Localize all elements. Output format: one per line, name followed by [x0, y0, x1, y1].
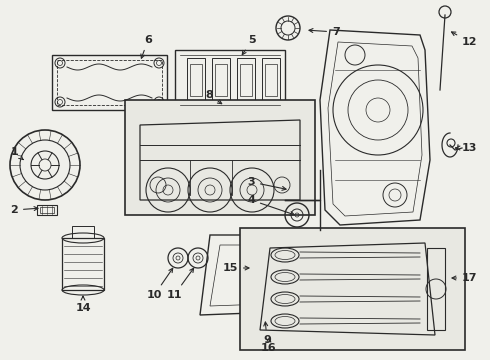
Bar — [40, 207, 54, 213]
Text: 2: 2 — [10, 205, 38, 215]
Bar — [237, 58, 255, 102]
Text: 12: 12 — [451, 32, 477, 47]
Text: 4: 4 — [247, 195, 294, 215]
Text: 3: 3 — [247, 177, 286, 190]
Text: 14: 14 — [75, 296, 91, 313]
Bar — [427, 248, 445, 330]
Bar — [37, 205, 57, 215]
Bar — [215, 64, 227, 96]
Bar — [187, 58, 205, 102]
Text: 10: 10 — [147, 268, 172, 300]
Text: 5: 5 — [242, 35, 256, 55]
Bar — [72, 226, 94, 238]
Bar — [62, 238, 104, 290]
Text: 6: 6 — [141, 35, 152, 58]
Bar — [265, 64, 277, 96]
Bar — [262, 58, 280, 102]
Bar — [175, 50, 285, 110]
Text: 9: 9 — [263, 322, 271, 345]
Text: 15: 15 — [222, 263, 249, 273]
Text: 13: 13 — [456, 143, 477, 153]
Text: 8: 8 — [205, 90, 221, 104]
Text: 11: 11 — [167, 268, 194, 300]
Bar — [57, 60, 162, 105]
Bar — [240, 64, 252, 96]
Text: 17: 17 — [452, 273, 477, 283]
Bar — [240, 228, 465, 350]
Text: 16: 16 — [260, 337, 276, 353]
Bar — [52, 55, 167, 110]
Bar — [125, 100, 315, 215]
Bar — [190, 64, 202, 96]
Bar — [212, 58, 230, 102]
Text: 1: 1 — [10, 147, 23, 159]
Text: 7: 7 — [309, 27, 340, 37]
